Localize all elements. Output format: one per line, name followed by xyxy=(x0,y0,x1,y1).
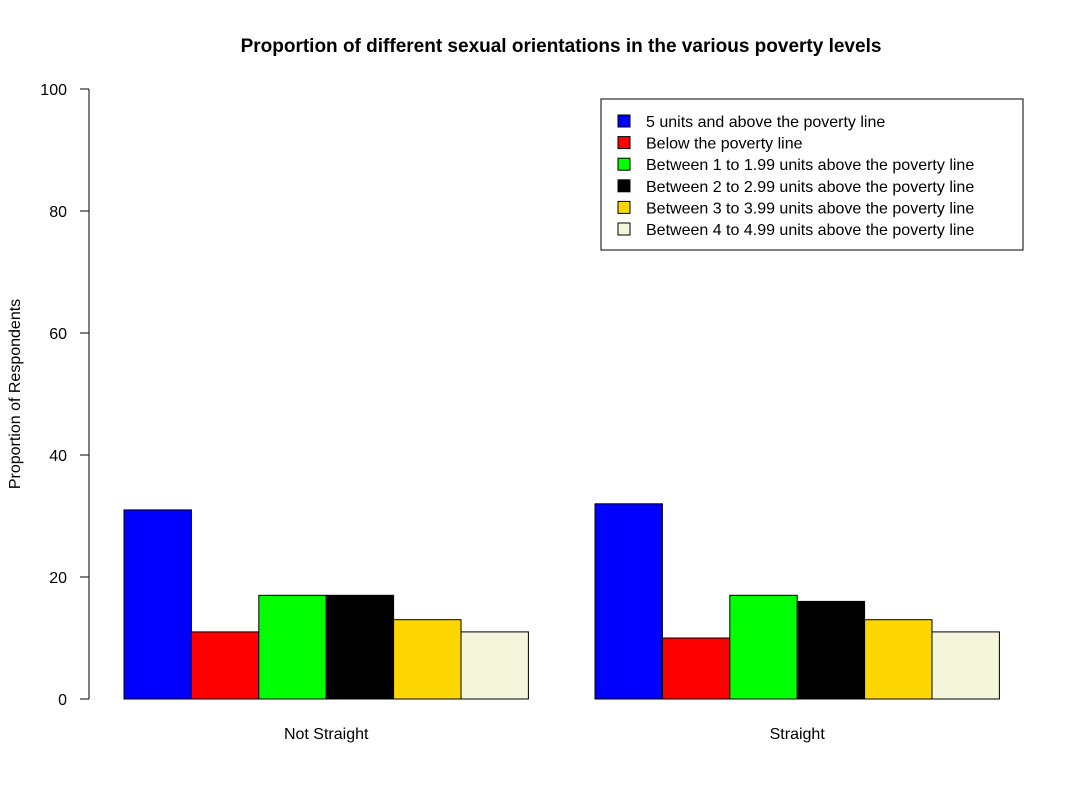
y-tick-label: 60 xyxy=(49,326,67,343)
y-tick-label: 100 xyxy=(40,82,67,99)
bar-not-straight-series-2 xyxy=(190,631,260,700)
legend-label: Between 2 to 2.99 units above the povert… xyxy=(646,179,974,196)
legend-label: Between 4 to 4.99 units above the povert… xyxy=(646,222,974,239)
legend-box xyxy=(600,98,1024,251)
y-tick-label: 0 xyxy=(58,692,67,709)
y-axis-label: Proportion of Respondents xyxy=(7,299,24,489)
y-tick-label: 80 xyxy=(49,204,67,221)
bar-straight-series-4 xyxy=(796,600,866,700)
bar-not-straight-series-4 xyxy=(325,594,395,700)
y-tick-label: 40 xyxy=(49,448,67,465)
bar-not-straight-series-3 xyxy=(258,594,327,700)
bar-not-straight-series-1 xyxy=(123,509,192,700)
legend-label: Between 3 to 3.99 units above the povert… xyxy=(646,200,974,217)
y-axis: 0 20 40 60 80 100 xyxy=(40,82,90,709)
legend-label: Below the poverty line xyxy=(646,136,803,153)
category-label: Not Straight xyxy=(284,726,369,743)
category-labels: Not Straight Straight xyxy=(284,726,825,743)
legend-label: 5 units and above the poverty line xyxy=(646,114,885,131)
legend-swatch xyxy=(617,114,631,128)
bar-straight-series-1 xyxy=(594,503,663,700)
bar-straight-series-5 xyxy=(864,619,933,700)
y-tick-label: 20 xyxy=(49,570,67,587)
bar-straight-series-3 xyxy=(729,594,798,700)
legend-swatch xyxy=(617,200,631,214)
legend-swatch xyxy=(617,222,631,236)
bar-straight-series-6 xyxy=(931,631,1000,700)
legend: 5 units and above the poverty line Below … xyxy=(600,98,1024,251)
category-label: Straight xyxy=(770,726,826,743)
legend-label: Between 1 to 1.99 units above the povert… xyxy=(646,157,974,174)
bars xyxy=(123,503,1000,700)
legend-swatch xyxy=(617,136,631,150)
bar-not-straight-series-5 xyxy=(393,619,462,700)
legend-swatch xyxy=(617,157,631,171)
legend-swatch xyxy=(617,179,631,193)
chart-title: Proportion of different sexual orientati… xyxy=(241,36,882,57)
bar-not-straight-series-6 xyxy=(460,631,529,700)
bar-straight-series-2 xyxy=(661,637,731,700)
